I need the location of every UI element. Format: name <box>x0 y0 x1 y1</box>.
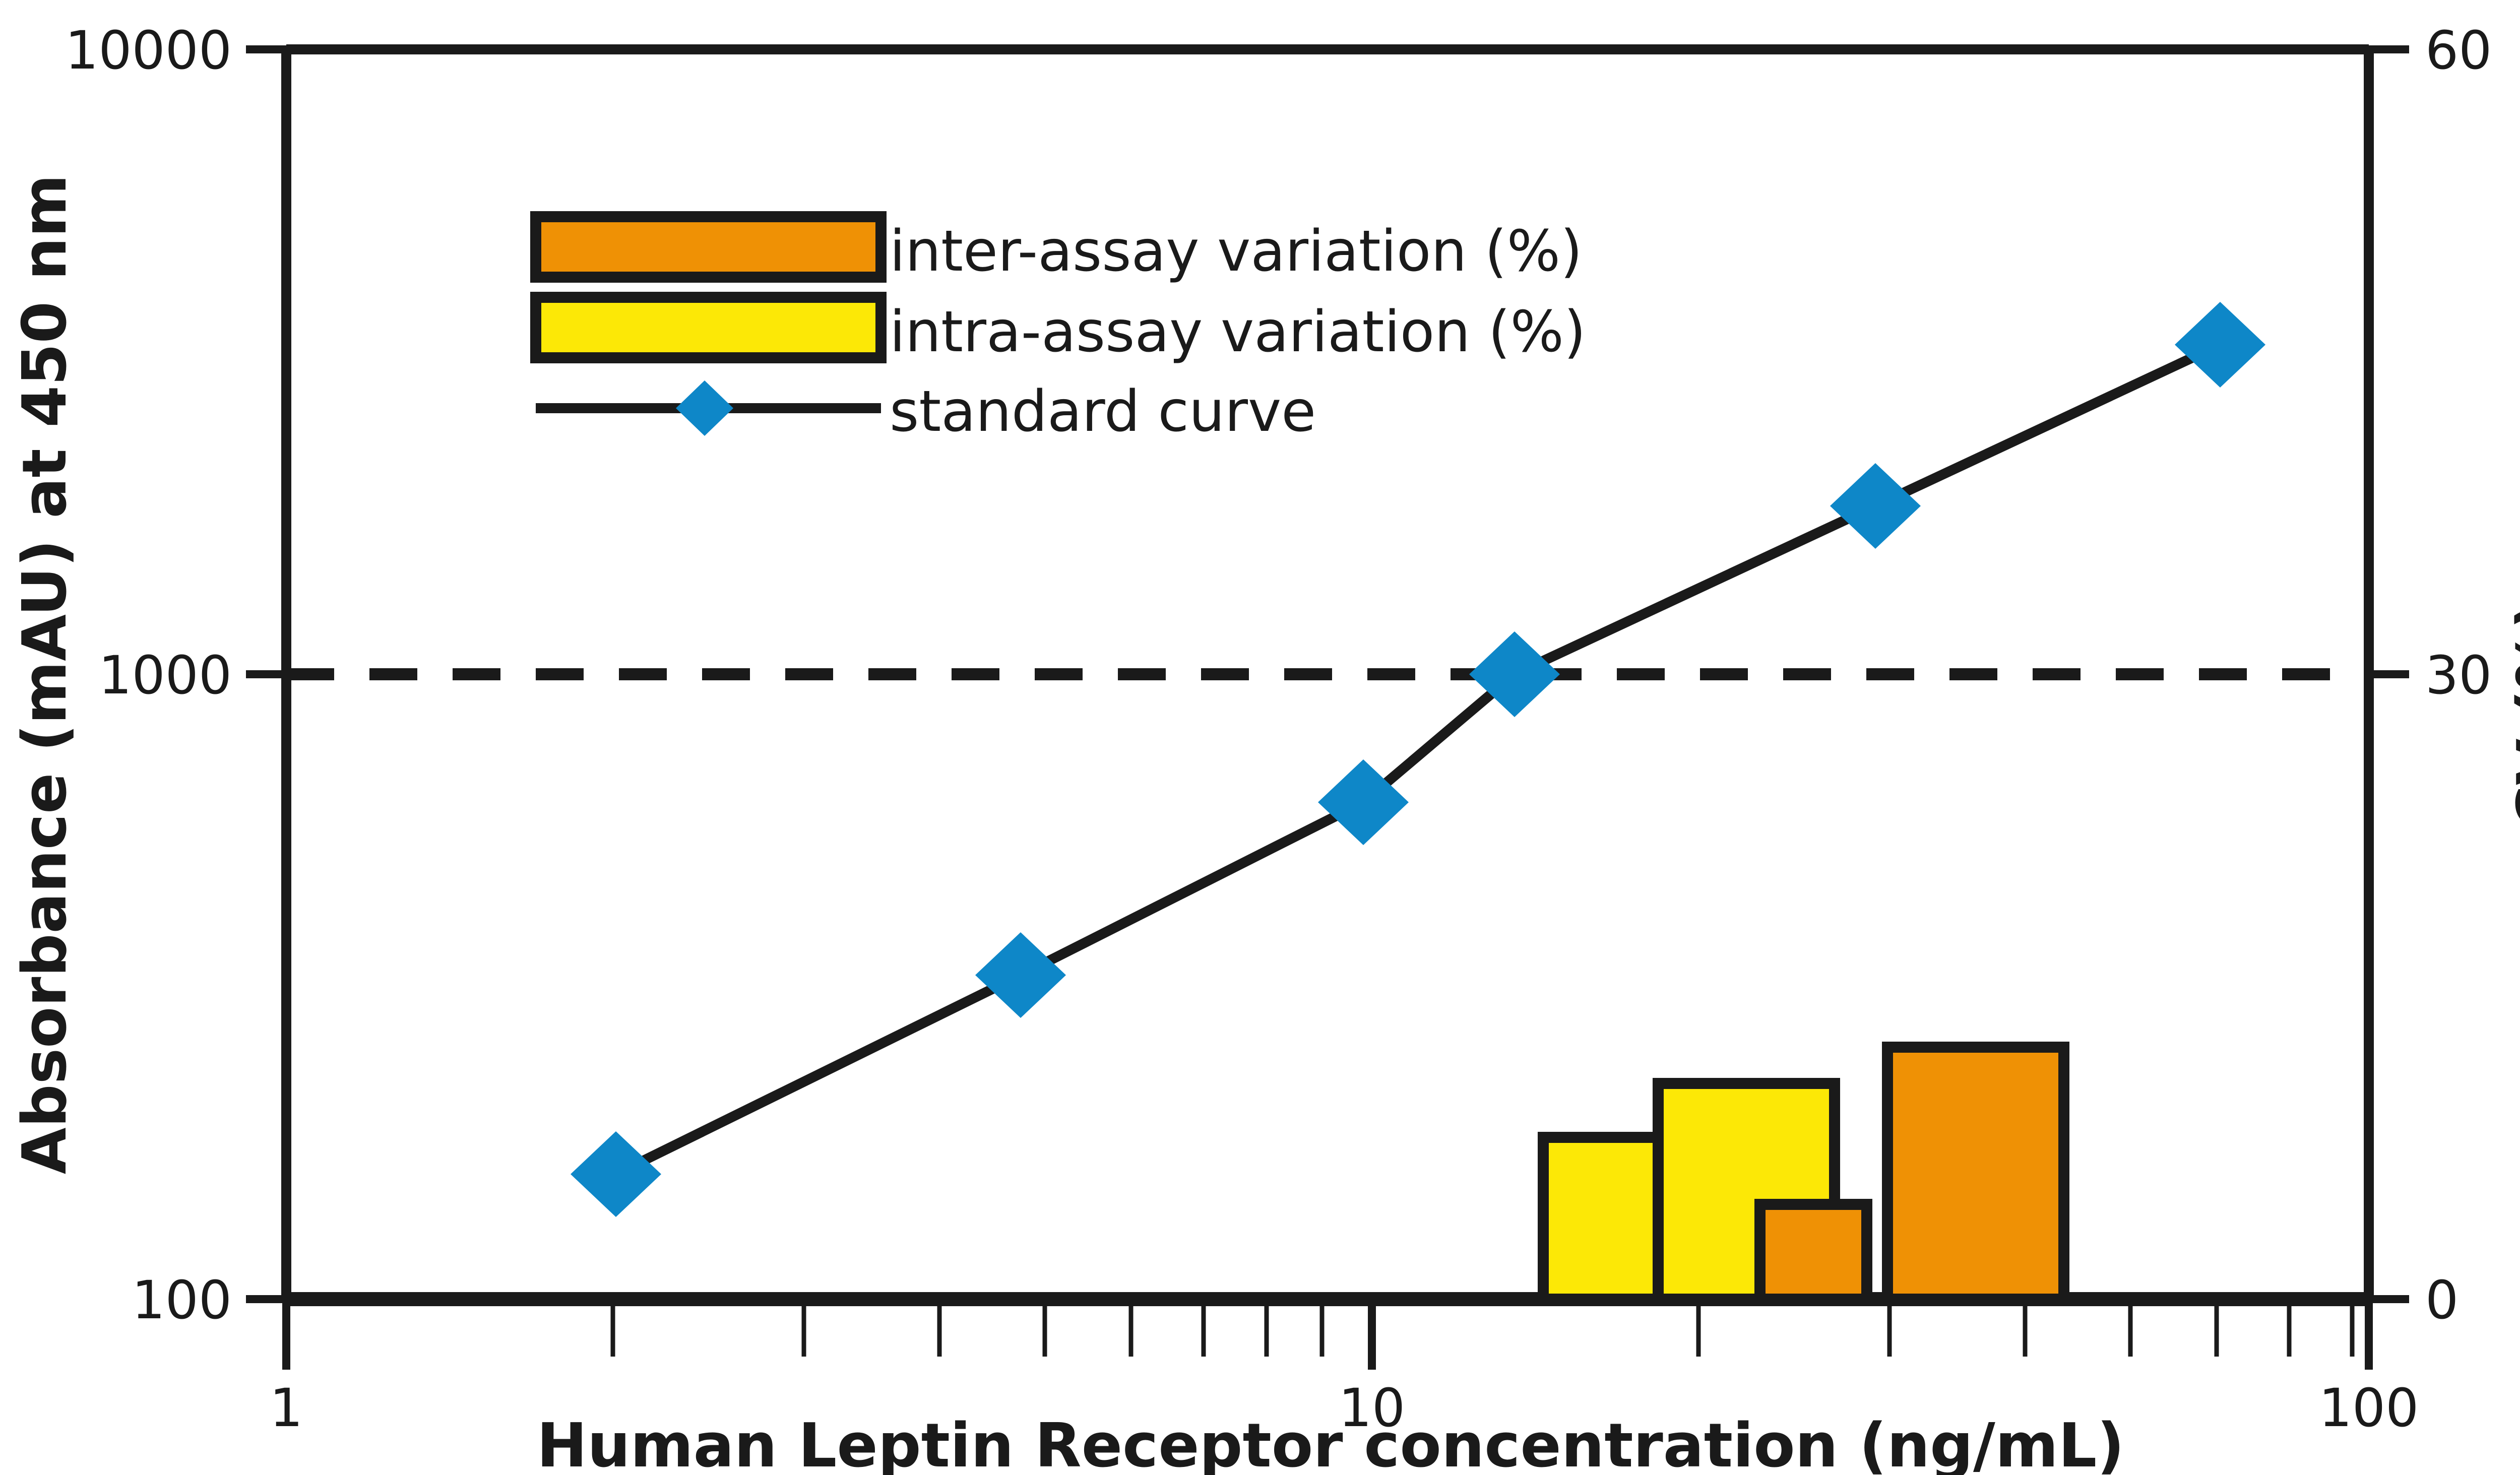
data-point-marker <box>2175 302 2265 388</box>
x-axis-tick-label-1: 1 <box>270 1377 303 1439</box>
data-point-marker <box>1318 759 1409 845</box>
legend-diamond-icon <box>676 380 733 436</box>
legend-label-intra-assay: intra-assay variation (%) <box>890 299 1586 365</box>
x-axis-tick-label-10: 10 <box>1339 1377 1405 1439</box>
right-axis-ticks <box>2369 45 2409 1303</box>
data-point-marker <box>1469 631 1560 717</box>
data-point-marker <box>1830 463 1921 549</box>
data-point-marker <box>975 932 1066 1018</box>
legend-swatch-inter-assay <box>530 211 887 283</box>
y2-axis-tick-label-60: 60 <box>2425 20 2492 81</box>
standard-curve-markers <box>571 302 2265 1217</box>
bar-inter-assay-1 <box>1754 1199 1872 1305</box>
y2-axis-title: CV (%) <box>2505 602 2520 830</box>
x-axis-major-ticks <box>282 1299 2373 1370</box>
y-axis-tick-label-1000: 1000 <box>98 645 232 706</box>
legend-item-standard-curve[interactable]: standard curve <box>536 379 1316 444</box>
bar-series <box>1538 1042 2069 1305</box>
y-axis-title: Absorbance (mAU) at 450 nm <box>10 174 80 1174</box>
legend-item-intra-assay[interactable]: intra-assay variation (%) <box>530 292 1586 365</box>
x-axis-title: Human Leptin Receptor concentration (ng/… <box>537 1411 2124 1475</box>
x-axis-tick-label-100: 100 <box>2319 1377 2419 1439</box>
left-axis-ticks <box>246 45 286 1303</box>
bar-inter-assay-2 <box>1882 1042 2069 1305</box>
data-point-marker <box>571 1131 661 1217</box>
legend-swatch-intra-assay <box>530 292 887 363</box>
legend-label-standard-curve: standard curve <box>890 379 1316 444</box>
y-axis-tick-label-10000: 10000 <box>65 20 232 81</box>
x-axis-minor-ticks <box>610 1306 2355 1357</box>
legend-item-inter-assay[interactable]: inter-assay variation (%) <box>530 211 1583 284</box>
legend-label-inter-assay: inter-assay variation (%) <box>890 219 1583 284</box>
chart-legend: inter-assay variation (%) intra-assay va… <box>530 211 1586 444</box>
standard-curve-line <box>613 340 2223 1179</box>
y-axis-tick-label-100: 100 <box>132 1269 232 1331</box>
y2-axis-tick-label-0: 0 <box>2425 1269 2459 1331</box>
y2-axis-tick-label-30: 30 <box>2425 645 2492 706</box>
